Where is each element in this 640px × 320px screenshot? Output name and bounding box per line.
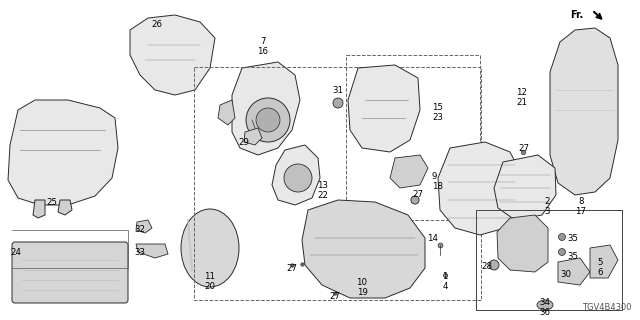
Circle shape (559, 249, 566, 255)
Polygon shape (302, 200, 425, 298)
FancyBboxPatch shape (12, 242, 128, 303)
Text: 5: 5 (597, 258, 603, 267)
Polygon shape (558, 258, 590, 285)
Polygon shape (390, 155, 428, 188)
Polygon shape (218, 100, 235, 125)
Circle shape (489, 260, 499, 270)
Polygon shape (130, 15, 215, 95)
Text: 32: 32 (134, 225, 145, 234)
Text: 26: 26 (152, 20, 163, 29)
Text: TGV4B4300: TGV4B4300 (582, 303, 632, 312)
Circle shape (256, 108, 280, 132)
Text: 4: 4 (442, 282, 448, 291)
Text: 13: 13 (317, 181, 328, 190)
Circle shape (559, 234, 566, 241)
Text: 12: 12 (516, 88, 527, 97)
Text: 15: 15 (432, 103, 443, 112)
Text: 2: 2 (544, 197, 550, 206)
Ellipse shape (181, 209, 239, 287)
Text: 24: 24 (10, 248, 21, 257)
Text: 7: 7 (260, 37, 266, 46)
Text: 16: 16 (257, 47, 269, 56)
Text: 35: 35 (567, 252, 578, 261)
Polygon shape (497, 215, 548, 272)
Text: 30: 30 (560, 270, 571, 279)
Polygon shape (232, 62, 300, 155)
Polygon shape (272, 145, 320, 205)
Polygon shape (58, 200, 72, 215)
Text: 3: 3 (544, 207, 550, 216)
Text: 20: 20 (205, 282, 216, 291)
Polygon shape (348, 65, 420, 152)
Text: 35: 35 (567, 234, 578, 243)
Text: 17: 17 (575, 207, 586, 216)
Text: 23: 23 (432, 113, 443, 122)
Text: 33: 33 (134, 248, 145, 257)
Polygon shape (494, 155, 556, 220)
Text: 29: 29 (238, 138, 249, 147)
Text: 6: 6 (597, 268, 603, 277)
Text: 10: 10 (356, 278, 367, 287)
Text: Fr.: Fr. (570, 10, 583, 20)
Text: 27: 27 (518, 144, 529, 153)
Bar (194, 67, 481, 300)
Bar (346, 55, 480, 220)
Text: 28: 28 (481, 262, 492, 271)
Text: 18: 18 (432, 182, 443, 191)
Text: 21: 21 (516, 98, 527, 107)
Text: 27: 27 (330, 292, 340, 301)
Text: 8: 8 (579, 197, 584, 206)
Ellipse shape (537, 300, 553, 310)
Polygon shape (244, 128, 262, 145)
Circle shape (411, 196, 419, 204)
Text: 36: 36 (540, 308, 550, 317)
Polygon shape (8, 100, 118, 205)
Circle shape (411, 196, 419, 204)
Circle shape (246, 98, 290, 142)
Polygon shape (590, 245, 618, 278)
Text: 19: 19 (356, 288, 367, 297)
Bar (476, 210, 622, 310)
Circle shape (284, 164, 312, 192)
Text: 11: 11 (205, 272, 216, 281)
Text: 27: 27 (287, 264, 298, 273)
Text: 31: 31 (333, 86, 344, 95)
Circle shape (333, 98, 343, 108)
Polygon shape (550, 28, 618, 195)
Text: 25: 25 (47, 198, 58, 207)
Bar (476, 210, 622, 310)
Text: 27: 27 (412, 190, 423, 199)
Text: 14: 14 (427, 234, 438, 243)
Polygon shape (438, 142, 522, 235)
Text: 1: 1 (442, 272, 448, 281)
Polygon shape (136, 244, 168, 258)
Text: 22: 22 (317, 191, 328, 200)
Polygon shape (33, 200, 45, 218)
Polygon shape (136, 220, 152, 233)
Text: 34: 34 (540, 298, 550, 307)
Text: 9: 9 (432, 172, 437, 181)
